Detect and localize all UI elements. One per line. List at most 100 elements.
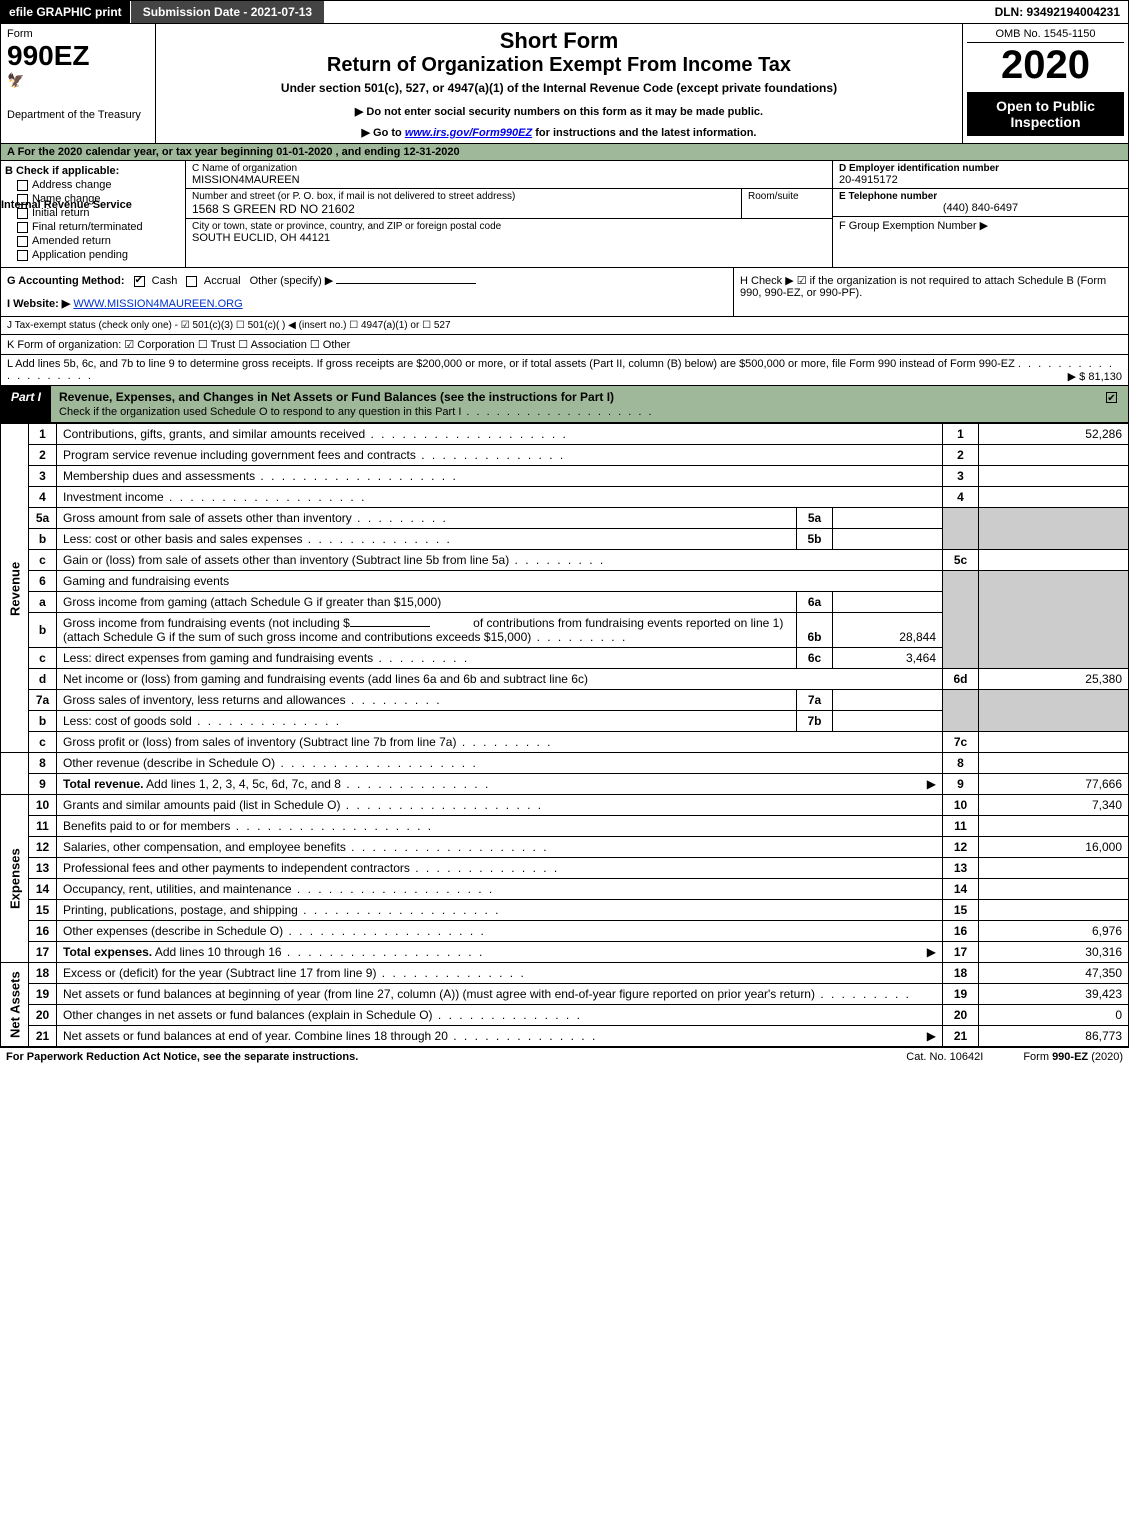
chk-pending: Application pending: [5, 249, 181, 261]
line-num: d: [29, 669, 57, 690]
section-b: B Check if applicable: Address change Na…: [1, 161, 186, 267]
website-link[interactable]: WWW.MISSION4MAUREEN.ORG: [73, 298, 242, 310]
line-8-amt: [979, 753, 1129, 774]
line-6a-sub: 6a: [797, 592, 833, 613]
line-7b-subval: [833, 711, 943, 732]
line-5a-desc: Gross amount from sale of assets other t…: [57, 508, 797, 529]
line-5b-sub: 5b: [797, 529, 833, 550]
subtitle: Under section 501(c), 527, or 4947(a)(1)…: [164, 81, 954, 95]
line-16-desc: Other expenses (describe in Schedule O): [57, 921, 943, 942]
line-5c-amt: [979, 550, 1129, 571]
line-17-desc: Total expenses. Add lines 10 through 16 …: [57, 942, 943, 963]
addr-label: Number and street (or P. O. box, if mail…: [192, 191, 735, 202]
l-text: L Add lines 5b, 6c, and 7b to line 9 to …: [7, 358, 1015, 370]
checkbox-icon[interactable]: [17, 180, 28, 191]
header-left: Form 990EZ 🦅 Department of the Treasury …: [1, 24, 156, 143]
shade-cell: [943, 571, 979, 669]
tel-value: (440) 840-6497: [839, 202, 1122, 214]
line-9-desc: Total revenue. Add lines 1, 2, 3, 4, 5c,…: [57, 774, 943, 795]
city-row: City or town, state or province, country…: [186, 219, 832, 267]
part1-header: Part I Revenue, Expenses, and Changes in…: [0, 386, 1129, 423]
group-label: F Group Exemption Number ▶: [839, 219, 1122, 232]
line-19-num: 19: [943, 984, 979, 1005]
checkbox-icon[interactable]: [17, 222, 28, 233]
line-12-amt: 16,000: [979, 837, 1129, 858]
info-block: B Check if applicable: Address change Na…: [0, 161, 1129, 268]
paperwork-notice: For Paperwork Reduction Act Notice, see …: [6, 1051, 358, 1063]
checkbox-icon[interactable]: [17, 236, 28, 247]
line-num: 11: [29, 816, 57, 837]
line-num: 12: [29, 837, 57, 858]
line-num: 6: [29, 571, 57, 592]
line-num: 3: [29, 466, 57, 487]
line-21-desc: Net assets or fund balances at end of ye…: [57, 1026, 943, 1047]
section-k: K Form of organization: ☑ Corporation ☐ …: [0, 335, 1129, 355]
link-prefix: ▶ Go to: [362, 127, 405, 139]
line-num: b: [29, 711, 57, 732]
checkbox-accrual[interactable]: [186, 276, 197, 287]
line-num: 2: [29, 445, 57, 466]
line-9-amt: 77,666: [979, 774, 1129, 795]
line-3-num: 3: [943, 466, 979, 487]
line-11-desc: Benefits paid to or for members: [57, 816, 943, 837]
line-num: 7a: [29, 690, 57, 711]
city-value: SOUTH EUCLID, OH 44121: [192, 232, 826, 244]
line-10-desc: Grants and similar amounts paid (list in…: [57, 795, 943, 816]
line-10-num: 10: [943, 795, 979, 816]
line-7c-desc: Gross profit or (loss) from sales of inv…: [57, 732, 943, 753]
checkbox-schedule-o[interactable]: [1106, 392, 1117, 403]
row-a-taxyear: A For the 2020 calendar year, or tax yea…: [0, 144, 1129, 161]
line-num: 8: [29, 753, 57, 774]
line-17-amt: 30,316: [979, 942, 1129, 963]
room-suite: Room/suite: [742, 189, 832, 218]
line-13-desc: Professional fees and other payments to …: [57, 858, 943, 879]
shade-cell: [979, 571, 1129, 669]
checkbox-icon[interactable]: [17, 250, 28, 261]
line-18-desc: Excess or (deficit) for the year (Subtra…: [57, 963, 943, 984]
line-num: c: [29, 732, 57, 753]
line-num: 1: [29, 424, 57, 445]
line-num: c: [29, 550, 57, 571]
department: Department of the Treasury: [7, 109, 149, 121]
line-num: 21: [29, 1026, 57, 1047]
line-5c-desc: Gain or (loss) from sale of assets other…: [57, 550, 943, 571]
part1-subtitle: Check if the organization used Schedule …: [59, 406, 654, 418]
section-c: C Name of organization MISSION4MAUREEN N…: [186, 161, 833, 267]
g-other: Other (specify) ▶: [250, 275, 334, 287]
line-6d-desc: Net income or (loss) from gaming and fun…: [57, 669, 943, 690]
omb-number: OMB No. 1545-1150: [967, 28, 1124, 43]
line-num: 9: [29, 774, 57, 795]
short-form-title: Short Form: [164, 28, 954, 54]
line-5b-subval: [833, 529, 943, 550]
line-1-amt: 52,286: [979, 424, 1129, 445]
irs-link[interactable]: www.irs.gov/Form990EZ: [405, 127, 532, 139]
line-5a-subval: [833, 508, 943, 529]
line-4-num: 4: [943, 487, 979, 508]
addr-value: 1568 S GREEN RD NO 21602: [192, 202, 735, 216]
line-num: 19: [29, 984, 57, 1005]
line-7a-sub: 7a: [797, 690, 833, 711]
part1-check: [1098, 386, 1128, 422]
tel-label: E Telephone number: [839, 191, 1122, 202]
section-g: G Accounting Method: Cash Accrual Other …: [1, 268, 733, 316]
line-20-desc: Other changes in net assets or fund bala…: [57, 1005, 943, 1026]
line-6b-subval: 28,844: [833, 613, 943, 648]
gh-block: G Accounting Method: Cash Accrual Other …: [0, 268, 1129, 317]
line-12-desc: Salaries, other compensation, and employ…: [57, 837, 943, 858]
b-label: B Check if applicable:: [5, 165, 181, 177]
chk-final-return: Final return/terminated: [5, 221, 181, 233]
header-center: Short Form Return of Organization Exempt…: [156, 24, 963, 143]
line-13-num: 13: [943, 858, 979, 879]
line-6a-desc: Gross income from gaming (attach Schedul…: [57, 592, 797, 613]
line-6c-subval: 3,464: [833, 648, 943, 669]
form-header: Form 990EZ 🦅 Department of the Treasury …: [0, 24, 1129, 144]
line-1-num: 1: [943, 424, 979, 445]
line-18-num: 18: [943, 963, 979, 984]
org-name: MISSION4MAUREEN: [192, 174, 826, 186]
line-5a-sub: 5a: [797, 508, 833, 529]
line-6-desc: Gaming and fundraising events: [57, 571, 943, 592]
efile-label[interactable]: efile GRAPHIC print: [1, 1, 130, 23]
checkbox-cash[interactable]: [134, 276, 145, 287]
open-inspection: Open to Public Inspection: [967, 92, 1124, 136]
submission-date: Submission Date - 2021-07-13: [130, 1, 324, 23]
